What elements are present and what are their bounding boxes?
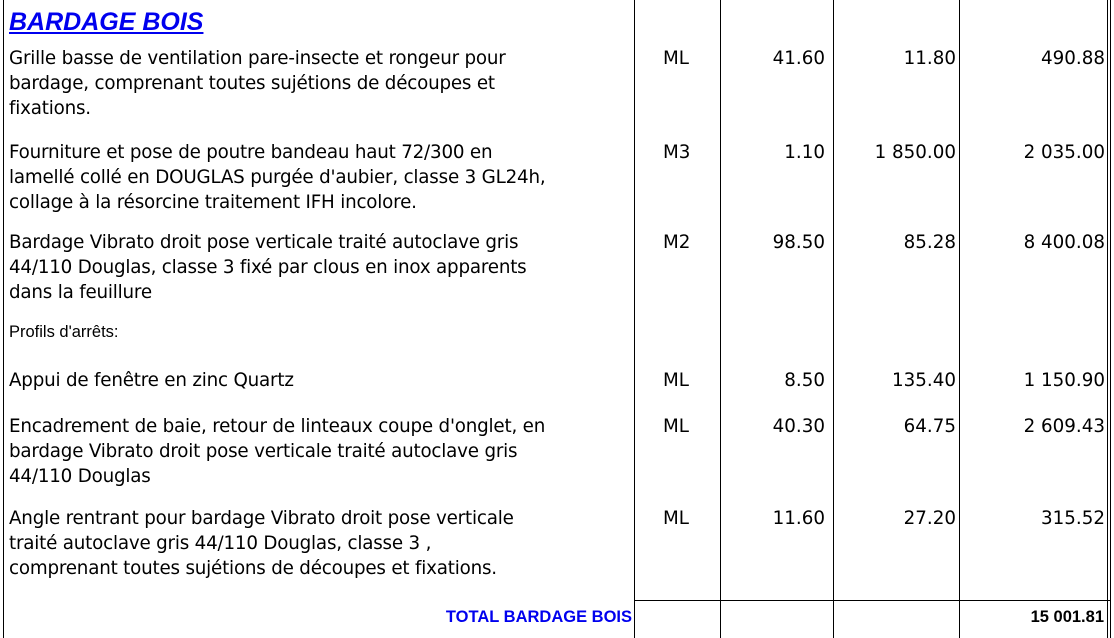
item-unit-price: 11.80 [903, 48, 956, 69]
item-description: Encadrement de baie, retour de linteaux … [9, 416, 546, 487]
item-unit: ML [663, 48, 689, 69]
item-total: 1 150.90 [1023, 370, 1105, 391]
item-quantity: 1.10 [784, 142, 825, 163]
column-divider [1107, 0, 1108, 638]
column-divider [833, 0, 834, 638]
column-divider [720, 0, 721, 638]
item-description: Appui de fenêtre en zinc Quartz [9, 370, 294, 391]
item-quantity: 8.50 [784, 370, 825, 391]
item-total: 8 400.08 [1023, 232, 1105, 253]
column-divider [3, 0, 4, 638]
total-value: 15 001.81 [1030, 608, 1104, 626]
section-title: BARDAGE BOIS [9, 8, 204, 36]
item-quantity: 40.30 [772, 416, 825, 437]
item-total: 315.52 [1041, 508, 1105, 529]
item-total: 490.88 [1041, 48, 1105, 69]
total-label: TOTAL BARDAGE BOIS [445, 608, 632, 626]
item-quantity: 98.50 [772, 232, 825, 253]
item-unit: M3 [663, 142, 691, 163]
column-divider [959, 0, 960, 638]
item-description: Fourniture et pose de poutre bandeau hau… [9, 142, 546, 213]
item-description: Grille basse de ventilation pare-insecte… [9, 48, 506, 119]
total-divider [634, 600, 1110, 601]
item-unit-price: 135.40 [892, 370, 956, 391]
item-unit-price: 64.75 [903, 416, 956, 437]
item-unit: M2 [663, 232, 691, 253]
column-divider [1110, 0, 1111, 638]
column-divider [634, 0, 635, 638]
item-total: 2 035.00 [1023, 142, 1105, 163]
item-unit-price: 27.20 [903, 508, 956, 529]
item-unit: ML [663, 370, 689, 391]
item-quantity: 41.60 [772, 48, 825, 69]
item-unit-price: 1 850.00 [874, 142, 956, 163]
item-total: 2 609.43 [1023, 416, 1105, 437]
item-unit-price: 85.28 [903, 232, 956, 253]
item-unit: ML [663, 416, 689, 437]
subheading: Profils d'arrêts: [9, 323, 119, 341]
item-unit: ML [663, 508, 689, 529]
item-description: Bardage Vibrato droit pose verticale tra… [9, 232, 527, 303]
item-description: Angle rentrant pour bardage Vibrato droi… [9, 508, 514, 579]
item-quantity: 11.60 [772, 508, 825, 529]
